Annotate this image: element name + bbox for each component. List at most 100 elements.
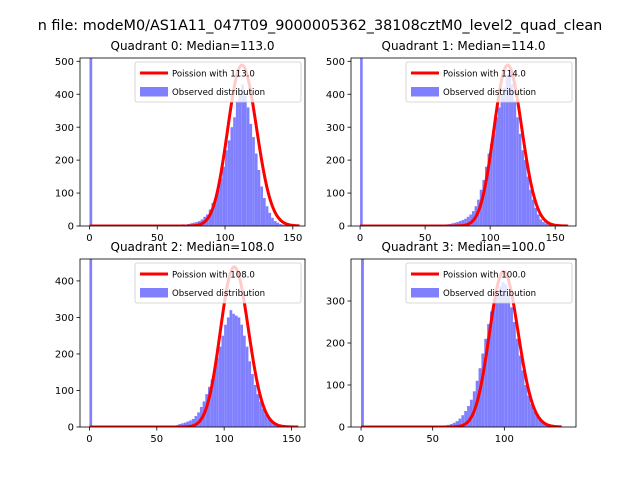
axes-frame bbox=[79, 258, 306, 428]
histogram-bar bbox=[284, 225, 288, 226]
histogram-bar bbox=[492, 133, 496, 226]
histogram-bar bbox=[521, 370, 525, 427]
y-tick-label: 300 bbox=[326, 123, 345, 134]
legend: Poission with 113.0 Observed distribution bbox=[134, 61, 302, 103]
histogram-bar bbox=[221, 335, 225, 427]
histogram-bar bbox=[498, 286, 502, 427]
histogram-bar bbox=[482, 179, 485, 226]
y-tick-label: 400 bbox=[55, 90, 74, 101]
histogram-bar bbox=[539, 219, 543, 226]
plot-area bbox=[360, 259, 563, 427]
histogram-bar bbox=[207, 386, 211, 427]
histogram-bar bbox=[213, 368, 217, 427]
y-tick-label: 0 bbox=[68, 423, 74, 434]
legend-box bbox=[134, 61, 302, 103]
histogram-bar bbox=[464, 218, 467, 226]
histogram-bar bbox=[281, 224, 285, 226]
histogram-bar bbox=[544, 223, 548, 226]
poisson-fit-line bbox=[88, 265, 300, 427]
histogram-bar bbox=[515, 338, 519, 427]
histogram-bar bbox=[272, 423, 276, 427]
histogram-bar bbox=[240, 324, 244, 427]
histogram-bar bbox=[531, 199, 535, 226]
y-tick-label: 400 bbox=[326, 90, 345, 101]
histogram-bar bbox=[508, 71, 511, 226]
histogram-bar bbox=[229, 310, 233, 427]
histogram-bar bbox=[226, 317, 230, 427]
histogram-bar bbox=[518, 133, 522, 226]
legend: Poission with 100.0 Observed distribution bbox=[405, 262, 573, 304]
histogram-bar bbox=[524, 385, 528, 427]
legend-bar-swatch bbox=[411, 87, 439, 97]
subplot-quadrant-0: 0 50 100 150 0 100 200 300 400 500 Quadrant 0: Med… bbox=[55, 39, 306, 244]
y-tick-label: 200 bbox=[326, 156, 345, 167]
histogram-bar bbox=[466, 216, 470, 226]
axes-frame bbox=[350, 57, 577, 227]
histogram-bar bbox=[492, 301, 496, 427]
poisson-fit-line bbox=[360, 269, 563, 427]
legend-box bbox=[134, 262, 302, 304]
histogram-bar bbox=[216, 357, 219, 427]
histogram-bar bbox=[505, 74, 509, 226]
histogram-bar bbox=[530, 403, 534, 427]
histogram-bar bbox=[230, 127, 234, 226]
histogram-bar bbox=[461, 220, 465, 226]
histogram-bar bbox=[232, 313, 235, 427]
subplot-quadrant-2: 0 50 100 150 0 100 200 300 400 Quadrant 2: Median… bbox=[55, 240, 306, 445]
histogram-bar bbox=[222, 166, 226, 226]
histogram-bar bbox=[279, 224, 282, 226]
x-tick-label: 0 bbox=[357, 233, 363, 244]
histogram-bar bbox=[235, 100, 239, 226]
histogram-bar bbox=[484, 166, 488, 226]
histogram-bar bbox=[234, 315, 238, 427]
histogram-bar bbox=[510, 307, 513, 427]
histogram-bar bbox=[189, 420, 192, 427]
legend-label-fit: Poission with 108.0 bbox=[172, 271, 255, 281]
histogram-bar bbox=[194, 416, 198, 427]
x-tick-label: 150 bbox=[282, 434, 301, 445]
y-tick-label: 300 bbox=[55, 313, 74, 324]
plot-area bbox=[359, 58, 570, 226]
histogram-bar bbox=[464, 411, 468, 427]
histogram-bar bbox=[267, 417, 270, 427]
histogram-bar bbox=[504, 284, 508, 427]
histogram-bar bbox=[507, 294, 511, 427]
histogram-bar bbox=[218, 346, 222, 427]
histogram-bar-zero-bin bbox=[360, 58, 363, 226]
histogram-bar bbox=[467, 406, 470, 427]
x-tick-label: 100 bbox=[215, 434, 234, 445]
legend-box bbox=[405, 262, 573, 304]
histogram-bar bbox=[500, 94, 504, 226]
histogram-bar bbox=[265, 206, 269, 226]
x-tick-label: 100 bbox=[215, 233, 234, 244]
histogram-bar bbox=[529, 189, 532, 226]
histogram-bar bbox=[521, 150, 524, 226]
histogram-bar bbox=[219, 178, 223, 226]
histogram-bar-zero-bin bbox=[89, 58, 93, 226]
histogram-bar bbox=[458, 221, 462, 226]
histogram-bar bbox=[269, 421, 273, 427]
histogram-bar bbox=[183, 422, 187, 427]
histogram-bar bbox=[186, 421, 190, 427]
axes-frame bbox=[79, 57, 306, 227]
poisson-fit-line bbox=[359, 63, 570, 226]
y-tick-label: 100 bbox=[326, 381, 345, 392]
plot-area bbox=[88, 259, 300, 427]
x-tick-label: 50 bbox=[150, 434, 163, 445]
legend-label-observed: Observed distribution bbox=[443, 88, 536, 98]
histogram-bar bbox=[249, 123, 253, 226]
histogram-bar bbox=[526, 176, 530, 226]
legend: Poission with 114.0 Observed distribution bbox=[405, 61, 573, 103]
legend-label-fit: Poission with 113.0 bbox=[172, 70, 255, 80]
histogram-bar bbox=[224, 324, 227, 427]
histogram-bar bbox=[264, 414, 268, 427]
histogram-bar bbox=[211, 202, 215, 226]
x-tick-label: 150 bbox=[283, 233, 302, 244]
subplot-title: Quadrant 2: Median=108.0 bbox=[111, 240, 275, 254]
y-tick-label: 200 bbox=[326, 339, 345, 350]
x-tick-label: 0 bbox=[358, 434, 364, 445]
histogram-bar bbox=[547, 224, 550, 226]
histogram-bar bbox=[246, 107, 250, 226]
histogram-bar bbox=[501, 282, 505, 427]
histogram-bar bbox=[259, 401, 262, 427]
